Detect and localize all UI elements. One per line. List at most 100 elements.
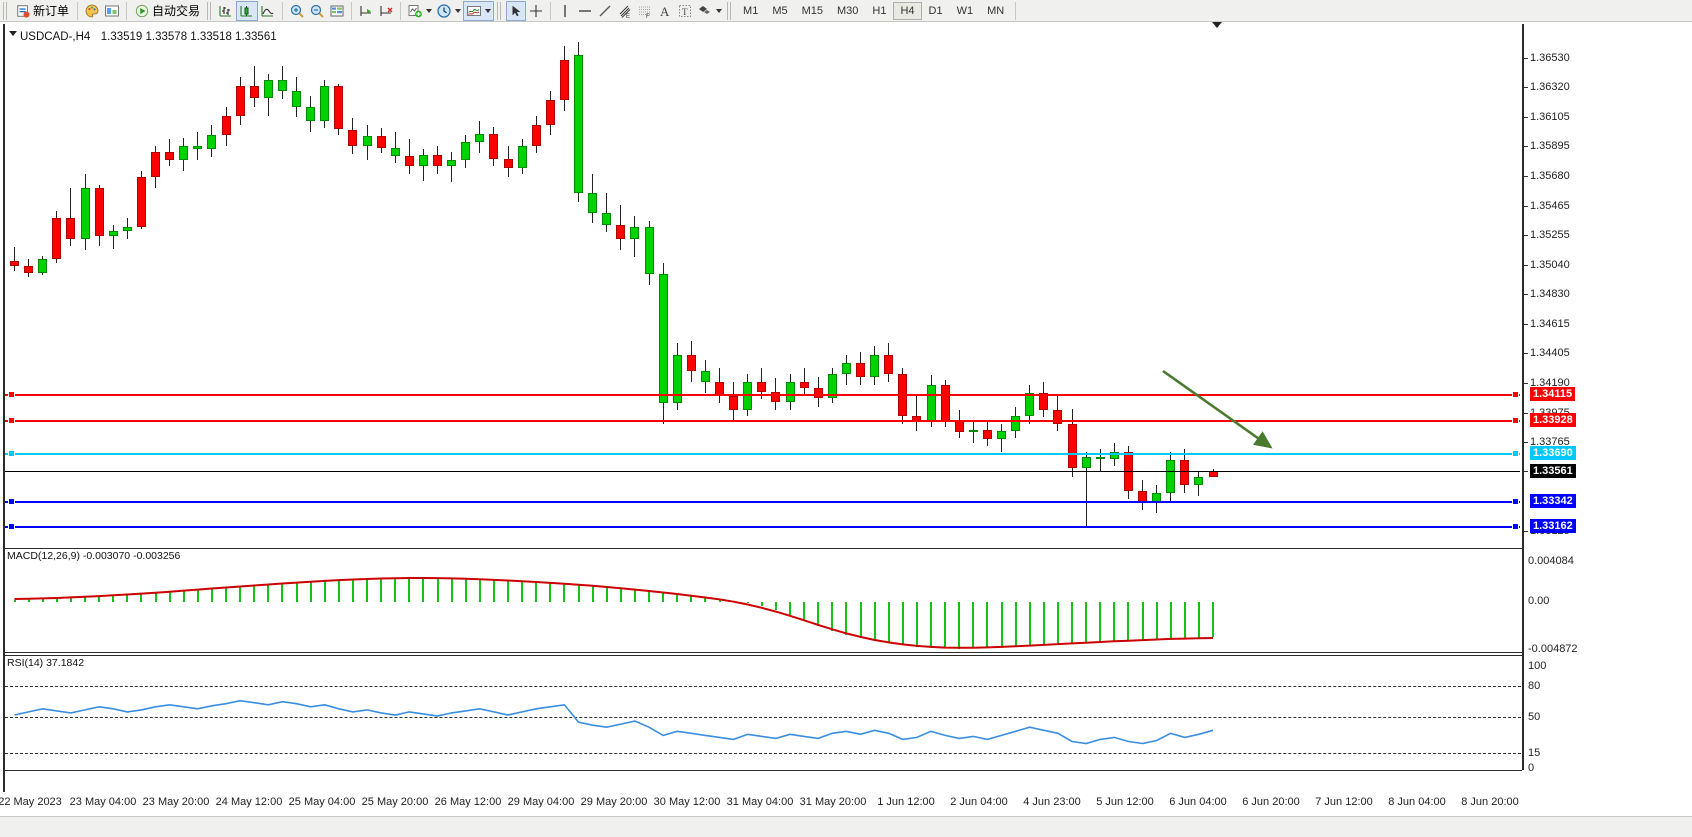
candle-body — [997, 430, 1006, 440]
support-2-handle[interactable] — [1512, 523, 1519, 531]
trendline-button[interactable] — [595, 1, 615, 21]
chart-surface[interactable]: USDCAD-,H4 1.33519 1.33578 1.33518 1.335… — [0, 22, 1692, 816]
time-label: 2 Jun 04:00 — [950, 796, 1008, 808]
candle-body — [1053, 410, 1063, 424]
candle-body — [813, 387, 823, 398]
chevron-down-icon[interactable] — [716, 8, 723, 13]
time-label: 7 Jun 12:00 — [1315, 796, 1373, 808]
toolbar-grip[interactable] — [727, 1, 734, 20]
chart-collapse-icon[interactable] — [9, 31, 17, 36]
timeframe-d1[interactable]: D1 — [928, 4, 943, 17]
profiles-button[interactable] — [102, 1, 122, 21]
candle-body — [165, 151, 175, 161]
bar-chart-button[interactable] — [216, 1, 236, 21]
candle-body — [1025, 393, 1035, 416]
cyan-level-handle[interactable] — [1512, 450, 1519, 458]
timeframe-w1[interactable]: W1 — [956, 4, 974, 17]
line-chart-button[interactable] — [258, 1, 278, 21]
toolbar-grip[interactable] — [207, 1, 214, 20]
candle-body — [122, 226, 132, 231]
candle-body — [757, 382, 767, 392]
auto-trading-button[interactable]: 自动交易 — [131, 1, 204, 21]
zoom-in-button[interactable] — [287, 1, 307, 21]
timeframe-m1[interactable]: M1 — [743, 4, 759, 17]
macd-bar — [13, 599, 16, 603]
cursor-button[interactable] — [506, 0, 527, 21]
shift-chart-button[interactable] — [356, 1, 376, 21]
auto-scroll-button[interactable] — [376, 1, 396, 21]
timeframe-h1[interactable]: H1 — [872, 4, 887, 17]
periods-button[interactable] — [434, 1, 463, 21]
macd-bar — [492, 579, 495, 603]
cyan-level-handle[interactable] — [8, 450, 15, 458]
vertical-line-button[interactable] — [555, 1, 575, 21]
support-2-handle[interactable] — [8, 523, 15, 531]
toolbar-grip[interactable] — [497, 1, 504, 20]
tick-mark — [1524, 382, 1528, 384]
macd-bar — [41, 598, 44, 603]
resistance-2-line[interactable] — [5, 420, 1520, 423]
macd-bar — [281, 583, 284, 603]
macd-bar — [55, 598, 58, 603]
macd-bar — [605, 586, 608, 603]
macd-bar — [746, 602, 749, 604]
macd-bar — [98, 596, 101, 603]
candle-wick — [197, 132, 199, 161]
support-2-line[interactable] — [5, 526, 1520, 529]
candlestick-chart-button[interactable] — [236, 0, 259, 21]
bid-line-line[interactable] — [5, 471, 1520, 473]
support-1-handle[interactable] — [8, 498, 15, 506]
new-order-button[interactable]: 新订单 — [12, 1, 73, 21]
candle-body — [672, 354, 682, 404]
candle-body — [574, 54, 583, 194]
macd-bar — [1169, 602, 1172, 639]
support-1-handle[interactable] — [1512, 498, 1519, 506]
timeframe-m5[interactable]: M5 — [772, 4, 788, 17]
chevron-down-icon[interactable] — [455, 8, 462, 13]
candle-body — [1095, 457, 1105, 460]
resistance-1-price-tag: 1.34115 — [1530, 387, 1576, 402]
toolbar-separator — [351, 1, 353, 20]
tick-mark — [1524, 145, 1528, 147]
macd-bar — [1000, 602, 1003, 648]
macd-bar — [648, 590, 650, 603]
timeframe-m30[interactable]: M30 — [837, 4, 859, 17]
chevron-down-icon[interactable] — [426, 8, 433, 13]
crosshair-button[interactable] — [526, 1, 546, 21]
macd-bar — [1113, 602, 1116, 642]
macd-bar — [394, 578, 397, 603]
rsi-tick: 100 — [1528, 660, 1547, 672]
text-button[interactable]: A — [655, 1, 675, 21]
resistance-2-handle[interactable] — [8, 417, 15, 425]
templates-button[interactable] — [463, 0, 495, 21]
text-label-button[interactable]: T — [675, 1, 695, 21]
data-window-button[interactable] — [327, 1, 347, 21]
zoom-out-button[interactable] — [307, 1, 327, 21]
cyan-level-line[interactable] — [5, 453, 1520, 456]
timeframe-mn[interactable]: MN — [987, 4, 1005, 17]
macd-bar — [521, 581, 524, 603]
macd-bar — [422, 577, 425, 603]
palette-button[interactable] — [82, 1, 102, 21]
horizontal-line-button[interactable] — [575, 1, 595, 21]
resistance-1-line[interactable] — [5, 394, 1520, 397]
resistance-2-handle[interactable] — [1512, 417, 1519, 425]
resistance-1-handle[interactable] — [8, 391, 15, 399]
toolbar-separator — [126, 1, 128, 20]
candle-body — [193, 146, 203, 149]
toolbar-grip[interactable] — [3, 1, 9, 20]
equidistant-channel-button[interactable]: E — [615, 1, 635, 21]
chevron-down-icon[interactable] — [485, 8, 492, 13]
candle-body — [602, 212, 612, 226]
indicators-button[interactable] — [405, 1, 434, 21]
shapes-button[interactable] — [695, 1, 724, 21]
timeframe-m15[interactable]: M15 — [801, 4, 823, 17]
price-tick: 1.33765 — [1524, 436, 1692, 448]
resistance-1-handle[interactable] — [1512, 391, 1519, 399]
support-1-line[interactable] — [5, 501, 1520, 504]
price-tick: 1.34830 — [1524, 288, 1692, 300]
macd-bar — [662, 592, 665, 603]
macd-tick: 0.004084 — [1528, 555, 1574, 567]
timeframe-h4[interactable]: H4 — [893, 1, 922, 20]
fibonacci-button[interactable]: F — [635, 1, 655, 21]
